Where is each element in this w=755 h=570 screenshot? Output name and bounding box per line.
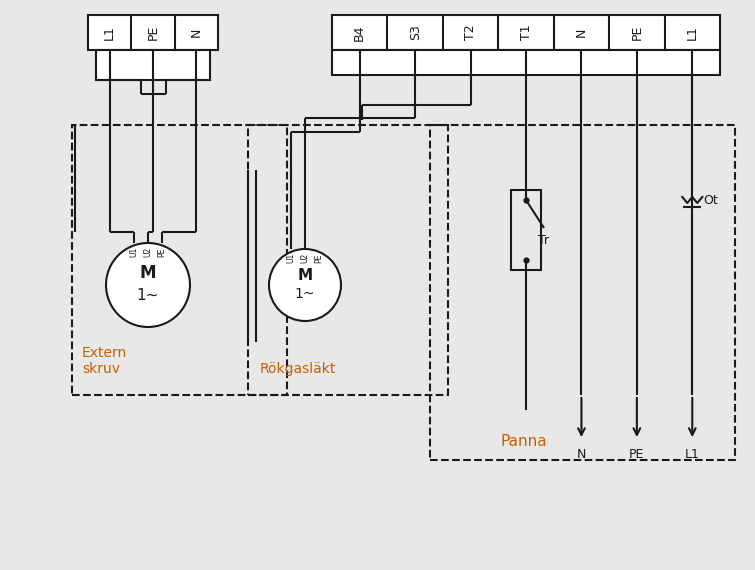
- Text: PE: PE: [630, 25, 643, 40]
- Text: 1~: 1~: [137, 288, 159, 303]
- Text: U1: U1: [286, 253, 295, 263]
- Text: U2: U2: [300, 253, 310, 263]
- Text: L1: L1: [103, 25, 116, 40]
- Text: M: M: [140, 264, 156, 282]
- Bar: [96, 50, 210, 80]
- Text: M: M: [297, 267, 313, 283]
- Text: U2: U2: [143, 247, 153, 257]
- Bar: [248, 125, 448, 395]
- Bar: [332, 15, 720, 50]
- Text: PE: PE: [146, 25, 159, 40]
- Bar: [88, 15, 218, 50]
- Text: Extern: Extern: [82, 346, 128, 360]
- Bar: [511, 190, 541, 270]
- Bar: [72, 125, 287, 395]
- Text: Ot: Ot: [703, 193, 718, 206]
- Text: B4: B4: [353, 25, 366, 40]
- Text: L1: L1: [685, 447, 700, 461]
- Text: 1~: 1~: [294, 287, 316, 301]
- Text: N: N: [575, 28, 588, 37]
- Text: S3: S3: [408, 25, 421, 40]
- Circle shape: [106, 243, 190, 327]
- Text: N: N: [190, 28, 203, 37]
- Text: PE: PE: [629, 447, 645, 461]
- Bar: [332, 50, 720, 75]
- Text: skruv: skruv: [82, 362, 120, 376]
- Circle shape: [269, 249, 341, 321]
- Text: PE: PE: [315, 253, 323, 263]
- Text: U1: U1: [130, 247, 138, 257]
- Text: Tr: Tr: [538, 234, 550, 246]
- Text: Panna: Panna: [500, 434, 547, 450]
- Text: N: N: [577, 447, 586, 461]
- Text: Rökgasläkt: Rökgasläkt: [260, 362, 337, 376]
- Text: T2: T2: [464, 25, 477, 40]
- Text: PE: PE: [158, 247, 167, 256]
- Bar: [430, 125, 735, 460]
- Text: T1: T1: [519, 25, 532, 40]
- Text: L1: L1: [686, 25, 699, 40]
